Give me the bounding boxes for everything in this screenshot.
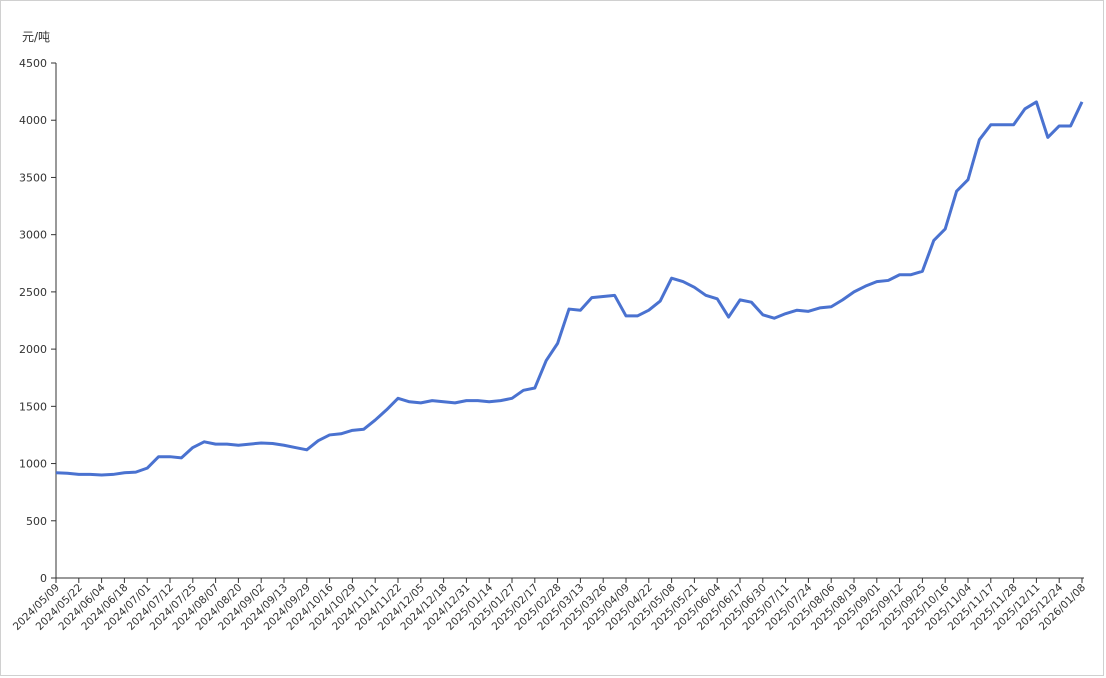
y-tick-label: 3500 xyxy=(19,171,47,184)
y-tick-label: 1500 xyxy=(19,400,47,413)
y-tick-label: 3000 xyxy=(19,229,47,242)
y-unit-label: 元/吨 xyxy=(22,30,50,44)
y-tick-label: 500 xyxy=(26,515,47,528)
y-tick-label: 0 xyxy=(40,572,47,585)
y-tick-label: 4500 xyxy=(19,57,47,70)
y-tick-label: 1000 xyxy=(19,458,47,471)
y-tick-label: 2500 xyxy=(19,286,47,299)
y-tick-label: 2000 xyxy=(19,343,47,356)
y-tick-label: 4000 xyxy=(19,114,47,127)
line xyxy=(55,100,1084,477)
